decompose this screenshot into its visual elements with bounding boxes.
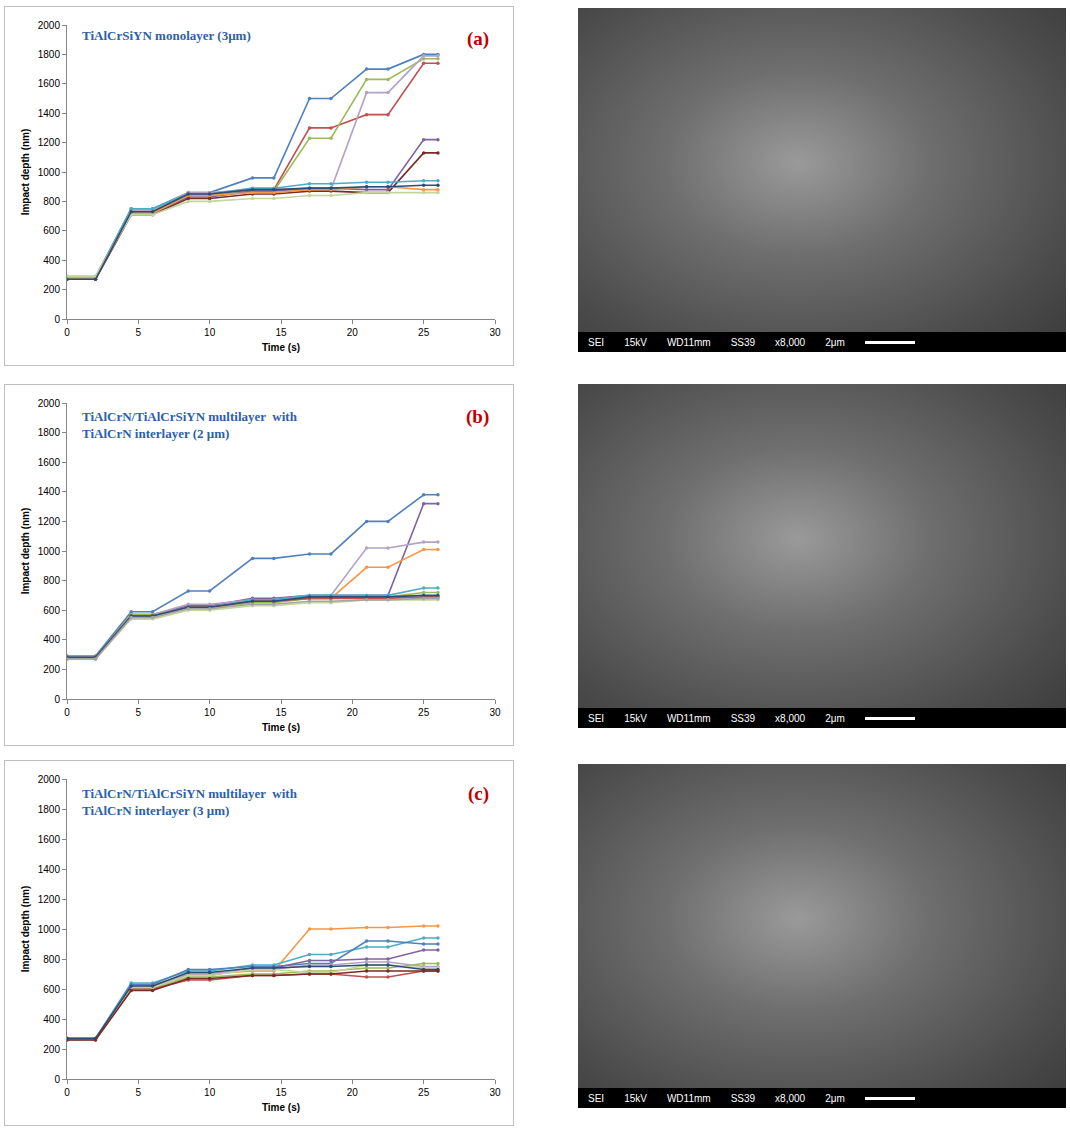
svg-text:30: 30 — [489, 1087, 501, 1098]
svg-text:1000: 1000 — [38, 546, 61, 557]
html-text:SS39: SS39 — [730, 1092, 756, 1104]
svg-text:800: 800 — [43, 196, 60, 207]
svg-text:400: 400 — [43, 1014, 60, 1025]
svg-text:2000: 2000 — [38, 20, 61, 31]
html-text:SS39: SS39 — [730, 712, 756, 724]
html-text:2μm: 2μm — [825, 1092, 845, 1104]
svg-text:TiAlCrN/TiAlCrSiYN multilayer: TiAlCrN/TiAlCrSiYN multilayer withTiAlCr… — [82, 786, 298, 818]
svg-text:1600: 1600 — [38, 457, 61, 468]
svg-text:200: 200 — [43, 1044, 60, 1055]
svg-text:1200: 1200 — [38, 137, 61, 148]
html-text:SEI: SEI — [588, 1092, 605, 1104]
svg-text:600: 600 — [43, 984, 60, 995]
html-text:x8,000: x8,000 — [775, 336, 806, 348]
svg-text:10: 10 — [204, 1087, 216, 1098]
svg-text:Time (s): Time (s) — [262, 342, 300, 353]
svg-text:2000: 2000 — [38, 774, 61, 785]
svg-text:1400: 1400 — [38, 108, 61, 119]
svg-text:5: 5 — [136, 1087, 142, 1098]
svg-text:15: 15 — [275, 327, 287, 338]
svg-text:1200: 1200 — [38, 516, 61, 527]
svg-text:400: 400 — [43, 634, 60, 645]
html-text:SS39: SS39 — [730, 336, 756, 348]
svg-text:Impact depth (nm): Impact depth (nm) — [20, 508, 31, 595]
svg-text:0: 0 — [64, 1087, 70, 1098]
svg-text:Time (s): Time (s) — [262, 722, 300, 733]
svg-text:5: 5 — [136, 327, 142, 338]
svg-text:15: 15 — [275, 707, 287, 718]
svg-text:30: 30 — [489, 707, 501, 718]
svg-text:20: 20 — [347, 1087, 359, 1098]
svg-text:(b): (b) — [466, 406, 489, 428]
svg-text:Impact depth (nm): Impact depth (nm) — [20, 886, 31, 973]
svg-text:TiAlCrSiYN monolayer (3µm): TiAlCrSiYN monolayer (3µm) — [82, 28, 251, 43]
svg-text:400: 400 — [43, 255, 60, 266]
svg-text:600: 600 — [43, 605, 60, 616]
html-text:2μm: 2μm — [825, 712, 845, 724]
svg-text:200: 200 — [43, 284, 60, 295]
html-text:SEI: SEI — [588, 712, 605, 724]
svg-text:1400: 1400 — [38, 864, 61, 875]
svg-text:1800: 1800 — [38, 49, 61, 60]
svg-text:1600: 1600 — [38, 78, 61, 89]
svg-text:600: 600 — [43, 225, 60, 236]
svg-text:1800: 1800 — [38, 427, 61, 438]
svg-text:15: 15 — [275, 1087, 287, 1098]
svg-text:0: 0 — [64, 707, 70, 718]
svg-text:0: 0 — [54, 694, 60, 705]
svg-text:25: 25 — [418, 327, 430, 338]
svg-text:1000: 1000 — [38, 924, 61, 935]
svg-text:5: 5 — [136, 707, 142, 718]
svg-text:30: 30 — [489, 327, 501, 338]
svg-text:800: 800 — [43, 954, 60, 965]
html-text:x8,000: x8,000 — [775, 1092, 806, 1104]
svg-text:0: 0 — [64, 327, 70, 338]
svg-text:20: 20 — [347, 707, 359, 718]
svg-text:0: 0 — [54, 1074, 60, 1085]
svg-text:25: 25 — [418, 1087, 430, 1098]
svg-text:TiAlCrN/TiAlCrSiYN multilayer: TiAlCrN/TiAlCrSiYN multilayer withTiAlCr… — [82, 409, 298, 441]
html-text:15kV: 15kV — [624, 336, 647, 348]
svg-text:0: 0 — [54, 314, 60, 325]
svg-text:(a): (a) — [467, 28, 489, 50]
html-text:WD11mm: WD11mm — [666, 336, 711, 348]
svg-text:200: 200 — [43, 664, 60, 675]
html-text:WD11mm: WD11mm — [666, 1092, 711, 1104]
html-text:2μm: 2μm — [825, 336, 845, 348]
svg-text:800: 800 — [43, 575, 60, 586]
svg-text:1400: 1400 — [38, 486, 61, 497]
html-text:15kV: 15kV — [624, 1092, 647, 1104]
html-text:x8,000: x8,000 — [775, 712, 806, 724]
html-text:SEI: SEI — [588, 336, 605, 348]
svg-text:20: 20 — [347, 327, 359, 338]
svg-text:10: 10 — [204, 707, 216, 718]
svg-text:Impact depth (nm): Impact depth (nm) — [20, 129, 31, 216]
svg-text:1800: 1800 — [38, 804, 61, 815]
svg-text:(c): (c) — [468, 783, 489, 805]
svg-text:1200: 1200 — [38, 894, 61, 905]
svg-text:1000: 1000 — [38, 167, 61, 178]
html-text:WD11mm: WD11mm — [666, 712, 711, 724]
svg-text:10: 10 — [204, 327, 216, 338]
svg-text:Time (s): Time (s) — [262, 1102, 300, 1113]
svg-text:1600: 1600 — [38, 834, 61, 845]
svg-text:2000: 2000 — [38, 398, 61, 409]
svg-text:25: 25 — [418, 707, 430, 718]
html-text:15kV: 15kV — [624, 712, 647, 724]
